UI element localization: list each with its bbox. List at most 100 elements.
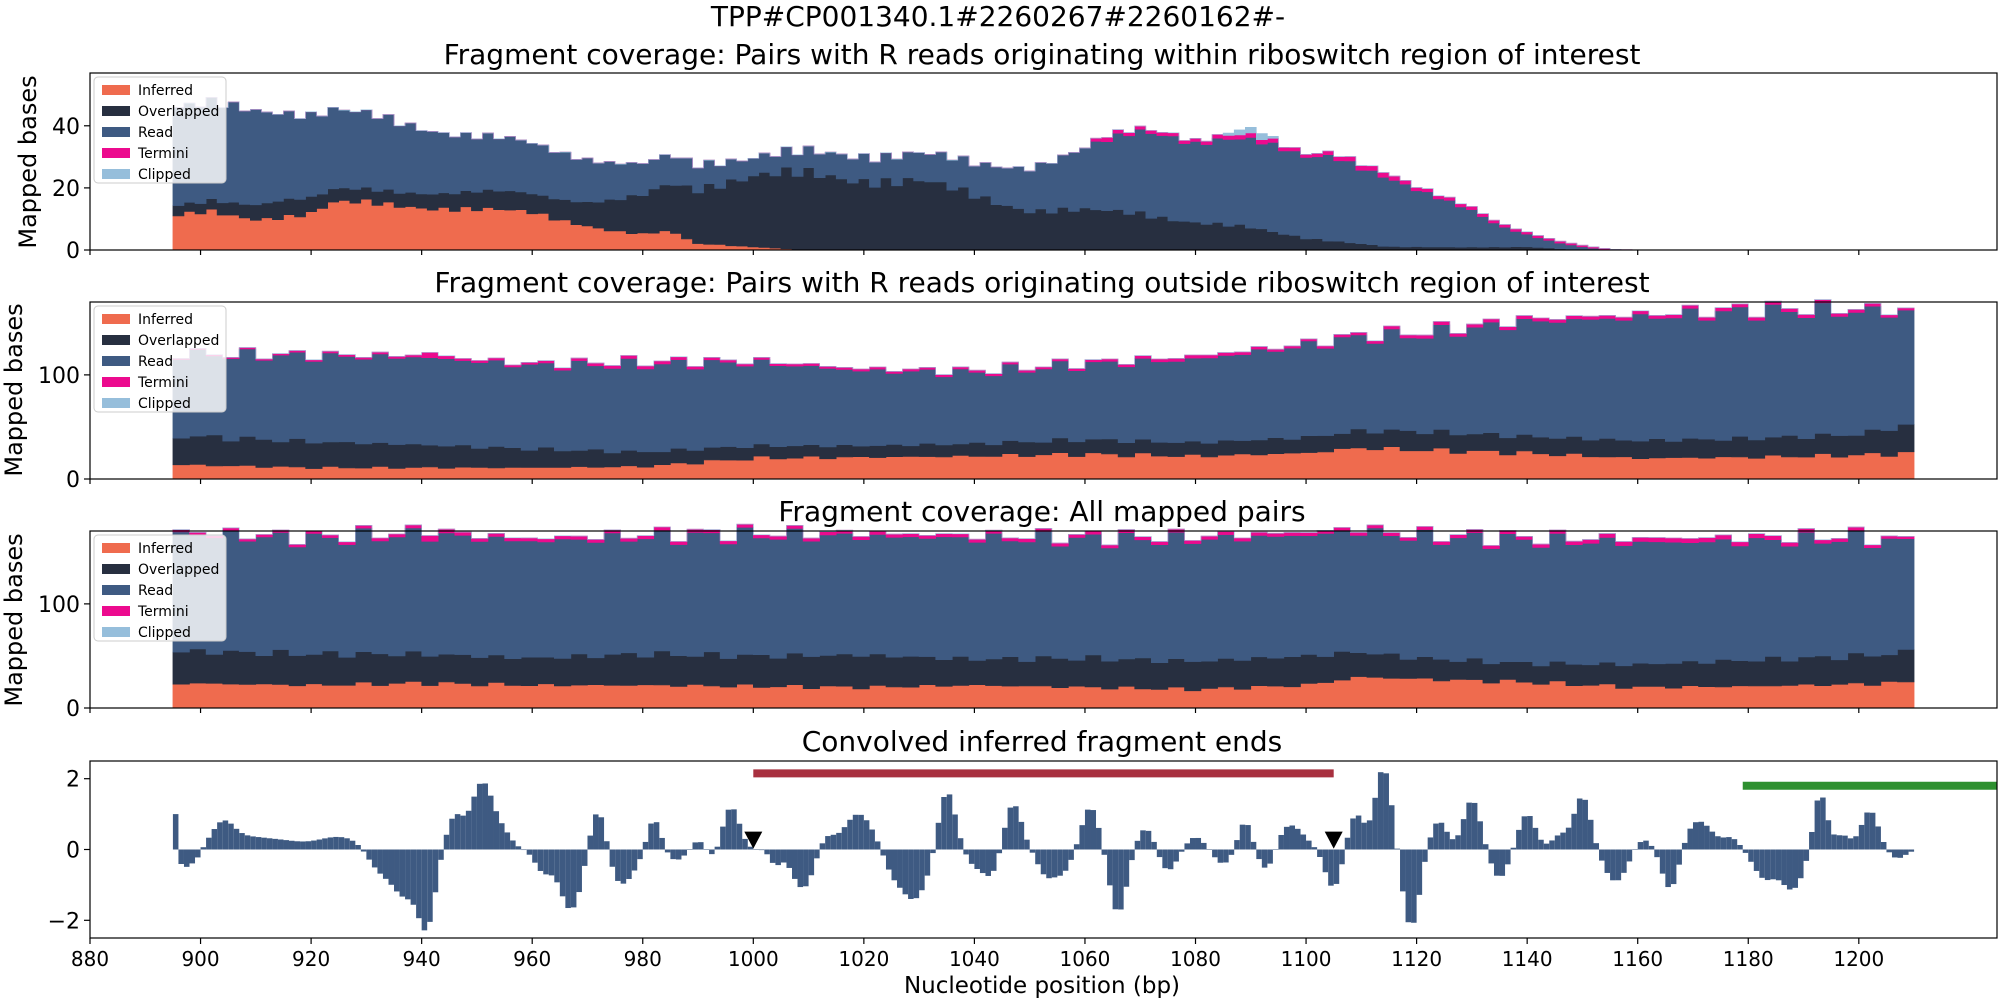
signal-bar <box>1770 849 1776 880</box>
signal-bar <box>913 849 920 899</box>
signal-bar <box>952 814 958 850</box>
signal-bar <box>1825 820 1832 850</box>
signal-bar <box>1206 849 1213 850</box>
signal-bar <box>1593 843 1600 850</box>
signal-bar <box>908 849 914 899</box>
signal-bar <box>1333 849 1340 884</box>
signal-bar <box>935 822 942 850</box>
signal-bar <box>521 849 527 851</box>
signal-bar <box>841 827 848 850</box>
signal-bar <box>1151 841 1157 850</box>
signal-bar <box>206 837 212 850</box>
signal-bar <box>1057 849 1063 876</box>
signal-bar <box>1521 816 1528 850</box>
legend-swatch-inferred <box>102 85 130 95</box>
signal-bar <box>990 849 997 871</box>
signal-bar <box>183 849 190 867</box>
signal-bar <box>1681 842 1688 850</box>
panel-title-within: Fragment coverage: Pairs with R reads or… <box>444 38 1641 71</box>
signal-bar <box>1416 849 1423 895</box>
signal-bar <box>675 849 682 860</box>
legend: Inferred Overlapped Read Termini Clipped <box>93 76 227 184</box>
signal-bar <box>880 849 886 856</box>
signal-bar <box>1090 810 1097 850</box>
signal-bar <box>1709 831 1716 850</box>
signal-bar <box>1864 812 1870 850</box>
signal-bar <box>1499 849 1506 876</box>
signal-bar <box>355 845 361 850</box>
x-tick-label: 940 <box>403 947 441 971</box>
signal-bar <box>510 840 516 850</box>
legend-label-termini: Termini <box>137 146 189 162</box>
signal-bar <box>1245 825 1251 850</box>
signal-bar <box>847 819 853 850</box>
signal-bar <box>1051 849 1058 878</box>
y-tick-label: 0 <box>66 839 80 864</box>
signal-bar <box>217 822 223 850</box>
signal-bar <box>1366 820 1373 850</box>
signal-bar <box>1582 799 1588 850</box>
signal-bar <box>1704 825 1710 850</box>
signal-bar <box>780 849 787 863</box>
legend-swatch-overlapped <box>102 335 130 345</box>
signal-bar <box>924 849 931 876</box>
signal-bar <box>1654 849 1660 858</box>
signal-bar <box>1096 827 1102 850</box>
signal-bar <box>609 849 616 867</box>
signal-bar <box>1687 828 1693 850</box>
signal-bar <box>1897 849 1904 858</box>
signal-bar <box>366 849 372 860</box>
signal-bar <box>1626 849 1633 862</box>
axes-frame <box>89 301 1998 480</box>
signal-bar <box>1029 849 1036 853</box>
signal-bar <box>1692 822 1699 850</box>
signal-bar <box>941 797 947 850</box>
signal-bar <box>1814 800 1821 850</box>
signal-bar <box>377 849 383 874</box>
signal-bar <box>1543 843 1550 850</box>
signal-bar <box>753 849 759 850</box>
signal-bar <box>443 834 450 850</box>
signal-bar <box>427 849 433 922</box>
signal-bar <box>1853 836 1859 850</box>
x-tick-label: 1060 <box>1060 947 1111 971</box>
signal-bar <box>1637 842 1644 850</box>
signal-bar <box>382 849 389 879</box>
signal-bar <box>858 814 864 850</box>
signal-bar <box>819 843 826 850</box>
signal-bar <box>1532 827 1539 850</box>
ylabel-within: Mapped bases <box>14 75 42 248</box>
triangle-marker <box>744 831 763 849</box>
signal-bar <box>720 826 726 850</box>
signal-bar <box>1886 849 1892 853</box>
signal-bar <box>1615 849 1622 881</box>
signal-bar <box>1267 849 1273 864</box>
plot-area-all: 0 100 Inferred Overlapped Read Termini Clipped <box>38 523 1998 722</box>
signal-bar <box>1471 802 1478 850</box>
legend-swatch-inferred <box>102 543 130 553</box>
x-tick-label: 1200 <box>1833 947 1884 971</box>
panel-convolved: Convolved inferred fragment ends −2 0 2 880… <box>48 725 1998 971</box>
signal-bar <box>1891 849 1898 858</box>
signal-bar <box>797 849 804 888</box>
signal-bar <box>1189 838 1196 850</box>
signal-bar <box>620 849 627 884</box>
signal-bar <box>897 849 903 888</box>
plot-area-within: 0 20 40 Inferred Overlapped Read Termini Clippe… <box>52 72 1998 264</box>
signal-bar <box>266 838 273 850</box>
signal-bar <box>537 849 544 871</box>
signal-bar <box>587 835 594 850</box>
signal-bar <box>195 849 201 858</box>
signal-bar <box>1107 849 1113 886</box>
legend-label-read: Read <box>138 354 173 370</box>
signal-bar <box>272 838 278 850</box>
legend-swatch-clipped <box>102 169 130 179</box>
signal-bar <box>852 814 859 850</box>
signal-bar <box>1145 830 1152 850</box>
signal-bar <box>1488 849 1494 864</box>
y-tick-label: 0 <box>66 468 80 493</box>
signal-bar <box>1129 849 1135 861</box>
signal-bar <box>670 849 676 860</box>
signal-bar <box>532 849 538 863</box>
ylabel-outside: Mapped bases <box>0 303 28 476</box>
